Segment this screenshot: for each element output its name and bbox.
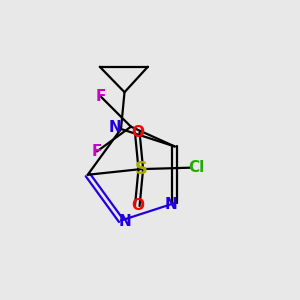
Text: F: F (92, 144, 102, 159)
Text: Cl: Cl (188, 160, 204, 175)
Text: O: O (131, 198, 144, 213)
Text: F: F (96, 89, 106, 104)
Text: N: N (165, 197, 178, 212)
Text: N: N (109, 120, 122, 135)
Text: N: N (118, 214, 131, 230)
Text: S: S (134, 160, 147, 178)
Text: O: O (131, 125, 144, 140)
